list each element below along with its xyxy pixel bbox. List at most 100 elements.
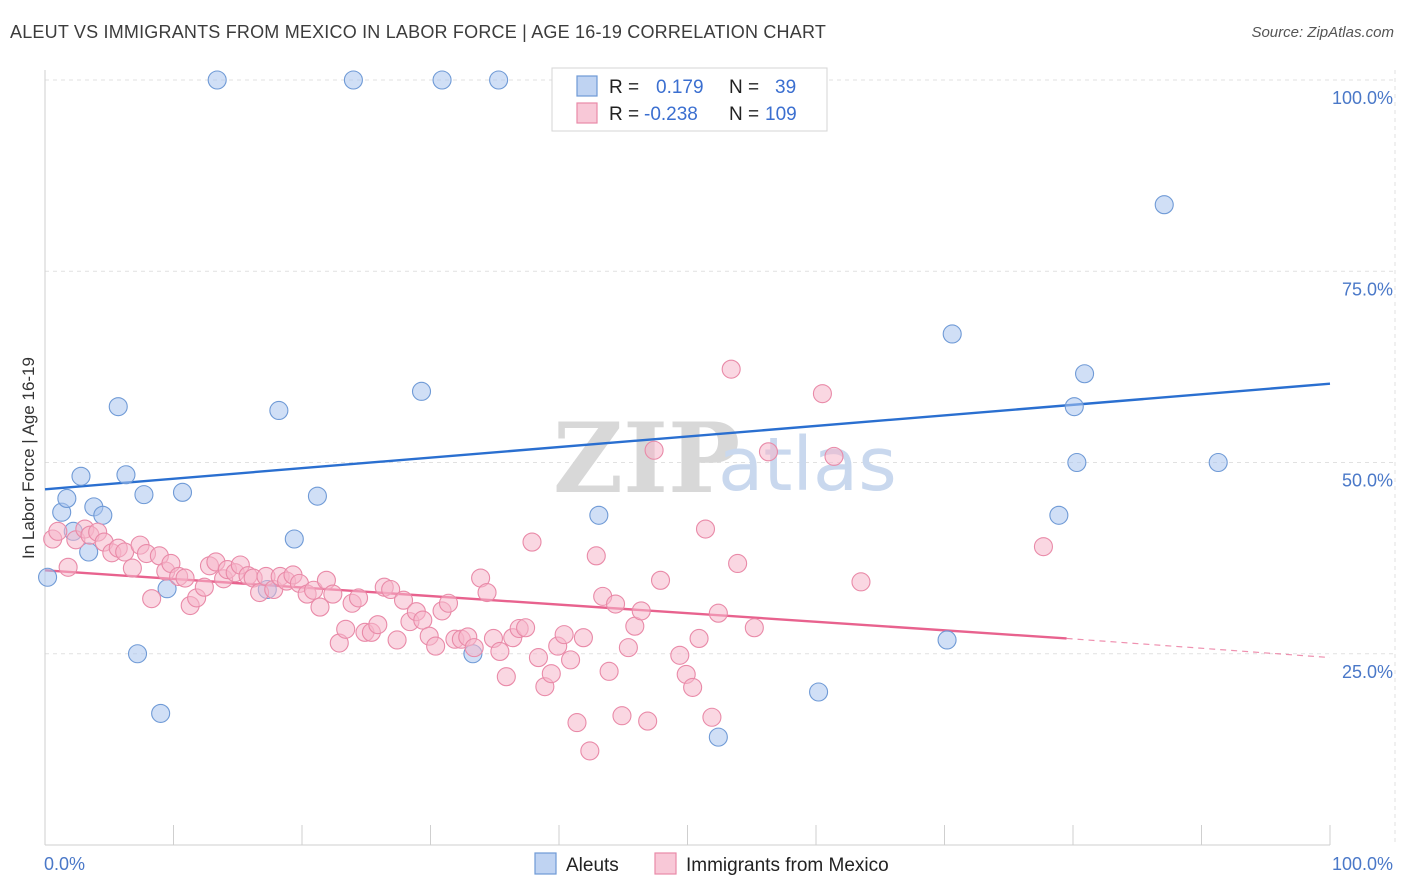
mexico-point	[586, 546, 606, 566]
legend-bottom-label-aleuts: Aleuts	[566, 855, 619, 876]
mexico-point	[142, 589, 162, 609]
mexico-point	[599, 661, 619, 681]
mexico-point	[381, 579, 401, 600]
y-axis-label: In Labor Force | Age 16-19	[19, 357, 38, 559]
mexico-point	[580, 741, 600, 761]
mexico-point	[194, 577, 214, 597]
mexico-point	[336, 619, 356, 639]
aleuts-point	[127, 644, 148, 664]
aleuts-point	[343, 70, 363, 90]
watermark-atlas: atlas	[718, 422, 897, 508]
legend-bottom-swatch-aleuts	[534, 852, 557, 875]
chart-title: ALEUT VS IMMIGRANTS FROM MEXICO IN LABOR…	[10, 22, 827, 42]
mexico-point	[561, 650, 581, 670]
legend-bottom: Aleuts Immigrants from Mexico	[534, 852, 889, 876]
mexico-point	[304, 580, 324, 600]
mexico-point	[695, 519, 716, 539]
legend-n-label-mexico: N =	[729, 104, 759, 125]
mexico-point	[728, 553, 748, 574]
aleuts-point	[151, 703, 171, 723]
aleuts-point	[1154, 195, 1174, 215]
legend-n-value-mexico: 109	[765, 104, 797, 125]
mexico-point	[812, 384, 832, 404]
mexico-point	[413, 610, 433, 630]
aleuts-point	[937, 630, 957, 650]
aleuts-point	[38, 567, 58, 587]
mexico-point	[567, 713, 587, 733]
legend-swatch-mexico	[576, 102, 598, 124]
data-points	[38, 70, 1228, 761]
mexico-point	[438, 593, 459, 613]
mexico-point	[1033, 537, 1053, 557]
aleuts-point	[411, 381, 432, 401]
aleuts-point	[307, 486, 327, 506]
mexico-point	[522, 532, 542, 552]
aleuts-point	[269, 400, 289, 421]
mexico-point	[744, 618, 764, 638]
mexico-point	[48, 521, 68, 541]
aleuts-point	[489, 70, 509, 90]
y-tick-label: 50.0%	[1342, 471, 1393, 491]
mexico-point	[496, 667, 516, 687]
y-tick-labels: 100.0% 75.0% 50.0% 25.0%	[1332, 88, 1393, 682]
aleuts-point	[1075, 364, 1095, 384]
aleuts-point	[108, 397, 128, 417]
mexico-point	[541, 664, 561, 684]
mexico-point	[387, 630, 407, 650]
aleuts-trend-line	[44, 382, 1331, 491]
mexico-point	[122, 558, 142, 578]
mexico-point	[758, 442, 779, 462]
aleuts-point	[589, 505, 609, 525]
legend-r-value-aleuts: 0.179	[656, 77, 704, 98]
mexico-point	[851, 572, 871, 592]
aleuts-point	[207, 70, 227, 90]
legend-n-value-aleuts: 39	[775, 77, 796, 98]
y-tick-label: 100.0%	[1332, 88, 1393, 108]
aleuts-point	[1208, 452, 1228, 473]
x-tick-label-right: 100.0%	[1332, 854, 1393, 874]
mexico-point	[58, 557, 78, 577]
mexico-point	[528, 648, 548, 668]
mexico-point	[490, 641, 510, 662]
mexico-point	[708, 603, 728, 623]
legend-r-value-mexico: -0.238	[644, 104, 698, 125]
aleuts-point	[57, 488, 77, 509]
mexico-point	[670, 645, 690, 665]
mexico-point	[612, 706, 632, 726]
aleuts-point	[134, 485, 154, 505]
aleuts-point	[116, 465, 136, 485]
y-tick-label: 25.0%	[1342, 662, 1393, 682]
x-tick-label-left: 0.0%	[44, 854, 85, 874]
legend-n-label-aleuts: N =	[729, 77, 759, 98]
mexico-point	[824, 446, 844, 466]
aleuts-point	[809, 682, 829, 702]
mexico-point	[368, 615, 388, 635]
mexico-point	[644, 440, 664, 460]
y-tick-label: 75.0%	[1342, 279, 1393, 299]
mexico-point	[638, 711, 658, 731]
mexico-point	[464, 638, 484, 658]
aleuts-point	[708, 727, 728, 747]
legend-bottom-label-mexico: Immigrants from Mexico	[686, 855, 889, 876]
mexico-point	[393, 590, 414, 610]
source-label: Source: ZipAtlas.com	[1251, 24, 1394, 41]
mexico-point	[516, 618, 536, 638]
axes	[44, 70, 1331, 846]
mexico-point	[175, 568, 195, 588]
mexico-point	[554, 625, 574, 645]
watermark-zip: ZIP	[553, 402, 740, 515]
aleuts-point	[432, 70, 452, 90]
aleuts-point	[71, 466, 91, 486]
mexico-point	[683, 677, 703, 697]
legend-swatch-aleuts	[576, 75, 598, 97]
mexico-point	[426, 636, 446, 656]
mexico-point	[721, 359, 741, 379]
mexico-point	[310, 597, 330, 617]
aleuts-point	[93, 505, 113, 525]
mexico-point	[477, 582, 497, 603]
aleuts-point	[942, 324, 962, 344]
mexico-point	[631, 601, 651, 621]
mexico-point	[618, 638, 638, 658]
mexico-point	[348, 588, 369, 608]
